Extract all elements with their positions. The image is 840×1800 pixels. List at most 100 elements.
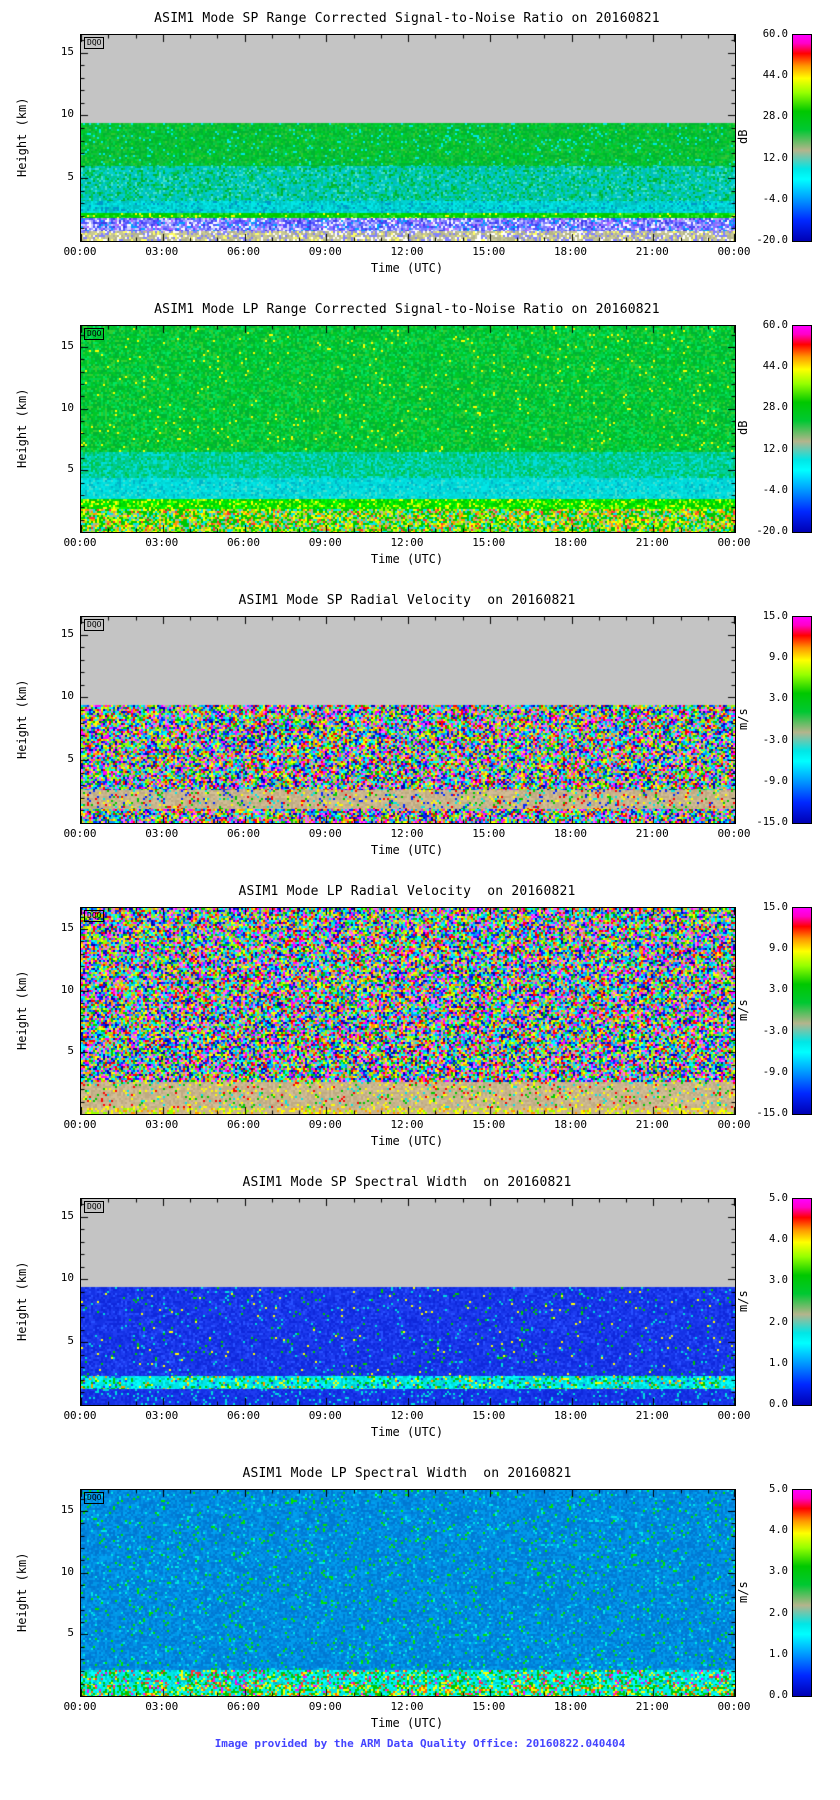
x-tick-label: 06:00 bbox=[226, 1700, 261, 1713]
x-tick-label: 18:00 bbox=[553, 536, 588, 549]
x-tick-label: 21:00 bbox=[635, 827, 669, 840]
colorbar-unit-label: m/s bbox=[736, 999, 750, 1021]
colorbar-tick-label: 1.0 bbox=[769, 1356, 788, 1369]
x-tick-label: 00:00 bbox=[63, 827, 97, 840]
colorbar bbox=[792, 34, 812, 242]
y-tick-label: 5 bbox=[67, 752, 74, 766]
x-axis-label: Time (UTC) bbox=[370, 1716, 444, 1730]
colorbar-tick-label: 60.0 bbox=[762, 28, 788, 40]
colorbar-tick-label: 15.0 bbox=[762, 610, 788, 622]
colorbar-tick-label: 3.0 bbox=[769, 983, 788, 996]
x-tick-label: 12:00 bbox=[390, 1700, 424, 1713]
x-tick-label: 06:00 bbox=[226, 245, 261, 258]
y-tick-label: 10 bbox=[60, 107, 74, 121]
x-tick-label: 06:00 bbox=[226, 536, 261, 549]
dqo-label: DQO bbox=[84, 37, 105, 49]
x-tick-label: 12:00 bbox=[390, 536, 424, 549]
x-axis-label: Time (UTC) bbox=[370, 1134, 444, 1148]
heatmap-canvas bbox=[81, 1490, 735, 1696]
colorbar-tick-label: 28.0 bbox=[762, 401, 788, 414]
y-tick-label: 15 bbox=[60, 920, 74, 934]
x-tick-label: 00:00 bbox=[717, 536, 751, 549]
heatmap-canvas bbox=[81, 908, 735, 1114]
x-tick-label: 15:00 bbox=[472, 536, 506, 549]
x-tick-label: 06:00 bbox=[226, 827, 261, 840]
dqo-label: DQO bbox=[84, 328, 105, 340]
colorbar-tick-label: 3.0 bbox=[769, 1274, 788, 1287]
colorbar-tick-label: 4.0 bbox=[769, 1233, 788, 1246]
x-tick-label: 18:00 bbox=[553, 827, 588, 840]
colorbar-tick-label: 5.0 bbox=[769, 1483, 788, 1495]
x-tick-label: 09:00 bbox=[308, 1118, 342, 1131]
colorbar-unit-label: m/s bbox=[736, 1581, 750, 1603]
colorbar-tick-label: 1.0 bbox=[769, 1647, 788, 1660]
colorbar-tick-label: -15.0 bbox=[756, 816, 788, 828]
x-tick-label: 00:00 bbox=[717, 245, 751, 258]
x-tick-label: 15:00 bbox=[472, 1118, 506, 1131]
x-tick-label: 00:00 bbox=[717, 1118, 751, 1131]
dqo-label: DQO bbox=[84, 1492, 105, 1504]
plot-area: DQO bbox=[80, 907, 736, 1115]
x-tick-label: 21:00 bbox=[635, 1700, 669, 1713]
x-tick-label: 00:00 bbox=[63, 1700, 97, 1713]
colorbar-tick-label: 0.0 bbox=[769, 1689, 788, 1701]
x-tick-label: 18:00 bbox=[553, 1409, 588, 1422]
colorbar-tick-label: 9.0 bbox=[769, 651, 788, 664]
x-axis-label: Time (UTC) bbox=[370, 552, 444, 566]
panel: ASIM1 Mode LP Radial Velocity on 2016082… bbox=[0, 873, 840, 1164]
plot-area: DQO bbox=[80, 325, 736, 533]
heatmap-canvas bbox=[81, 326, 735, 532]
x-tick-label: 15:00 bbox=[472, 245, 506, 258]
x-tick-label: 12:00 bbox=[390, 245, 424, 258]
x-tick-label: 09:00 bbox=[308, 536, 342, 549]
colorbar-tick-label: 3.0 bbox=[769, 692, 788, 705]
y-tick-label: 5 bbox=[67, 1626, 74, 1640]
dqo-label: DQO bbox=[84, 910, 105, 922]
footer-credit: Image provided by the ARM Data Quality O… bbox=[214, 1737, 626, 1750]
y-tick-label: 15 bbox=[60, 1208, 74, 1222]
x-tick-label: 03:00 bbox=[145, 245, 179, 258]
y-axis-label: Height (km) bbox=[15, 1552, 29, 1632]
panel: ASIM1 Mode LP Spectral Width on 20160821… bbox=[0, 1455, 840, 1746]
panel: ASIM1 Mode SP Range Corrected Signal-to-… bbox=[0, 0, 840, 291]
colorbar-tick-label: 12.0 bbox=[762, 442, 788, 455]
x-tick-label: 21:00 bbox=[635, 1409, 669, 1422]
y-tick-label: 5 bbox=[67, 1334, 74, 1348]
colorbar-unit-label: dB bbox=[736, 129, 750, 145]
colorbar-tick-label: -20.0 bbox=[756, 234, 788, 246]
y-tick-label: 15 bbox=[60, 626, 74, 640]
colorbar bbox=[792, 907, 812, 1115]
x-tick-label: 09:00 bbox=[308, 245, 342, 258]
panel-title: ASIM1 Mode LP Range Corrected Signal-to-… bbox=[154, 302, 660, 317]
x-tick-label: 03:00 bbox=[145, 536, 179, 549]
colorbar-tick-label: 0.0 bbox=[769, 1398, 788, 1410]
y-axis-label: Height (km) bbox=[15, 970, 29, 1050]
dqo-label: DQO bbox=[84, 1201, 105, 1213]
colorbar-tick-label: 12.0 bbox=[762, 151, 788, 164]
panel-title: ASIM1 Mode SP Spectral Width on 20160821 bbox=[242, 1175, 572, 1190]
x-tick-label: 12:00 bbox=[390, 827, 424, 840]
panel-title: ASIM1 Mode LP Radial Velocity on 2016082… bbox=[238, 884, 576, 899]
panel-title: ASIM1 Mode SP Radial Velocity on 2016082… bbox=[238, 593, 576, 608]
x-tick-label: 21:00 bbox=[635, 536, 669, 549]
x-tick-label: 03:00 bbox=[145, 1118, 179, 1131]
y-axis-label: Height (km) bbox=[15, 1261, 29, 1341]
x-axis-label: Time (UTC) bbox=[370, 261, 444, 275]
colorbar-tick-label: 9.0 bbox=[769, 942, 788, 955]
colorbar-tick-label: -3.0 bbox=[762, 733, 788, 746]
x-tick-label: 15:00 bbox=[472, 1409, 506, 1422]
y-tick-label: 10 bbox=[60, 1564, 74, 1578]
x-axis-label: Time (UTC) bbox=[370, 1425, 444, 1439]
x-tick-label: 06:00 bbox=[226, 1409, 261, 1422]
x-tick-label: 18:00 bbox=[553, 1118, 588, 1131]
x-tick-label: 09:00 bbox=[308, 1700, 342, 1713]
y-tick-label: 15 bbox=[60, 44, 74, 58]
colorbar bbox=[792, 1198, 812, 1406]
colorbar-tick-label: 3.0 bbox=[769, 1565, 788, 1578]
plot-area: DQO bbox=[80, 616, 736, 824]
plot-area: DQO bbox=[80, 1489, 736, 1697]
colorbar-tick-label: -15.0 bbox=[756, 1107, 788, 1119]
panel: ASIM1 Mode SP Spectral Width on 20160821… bbox=[0, 1164, 840, 1455]
x-tick-label: 00:00 bbox=[63, 245, 97, 258]
